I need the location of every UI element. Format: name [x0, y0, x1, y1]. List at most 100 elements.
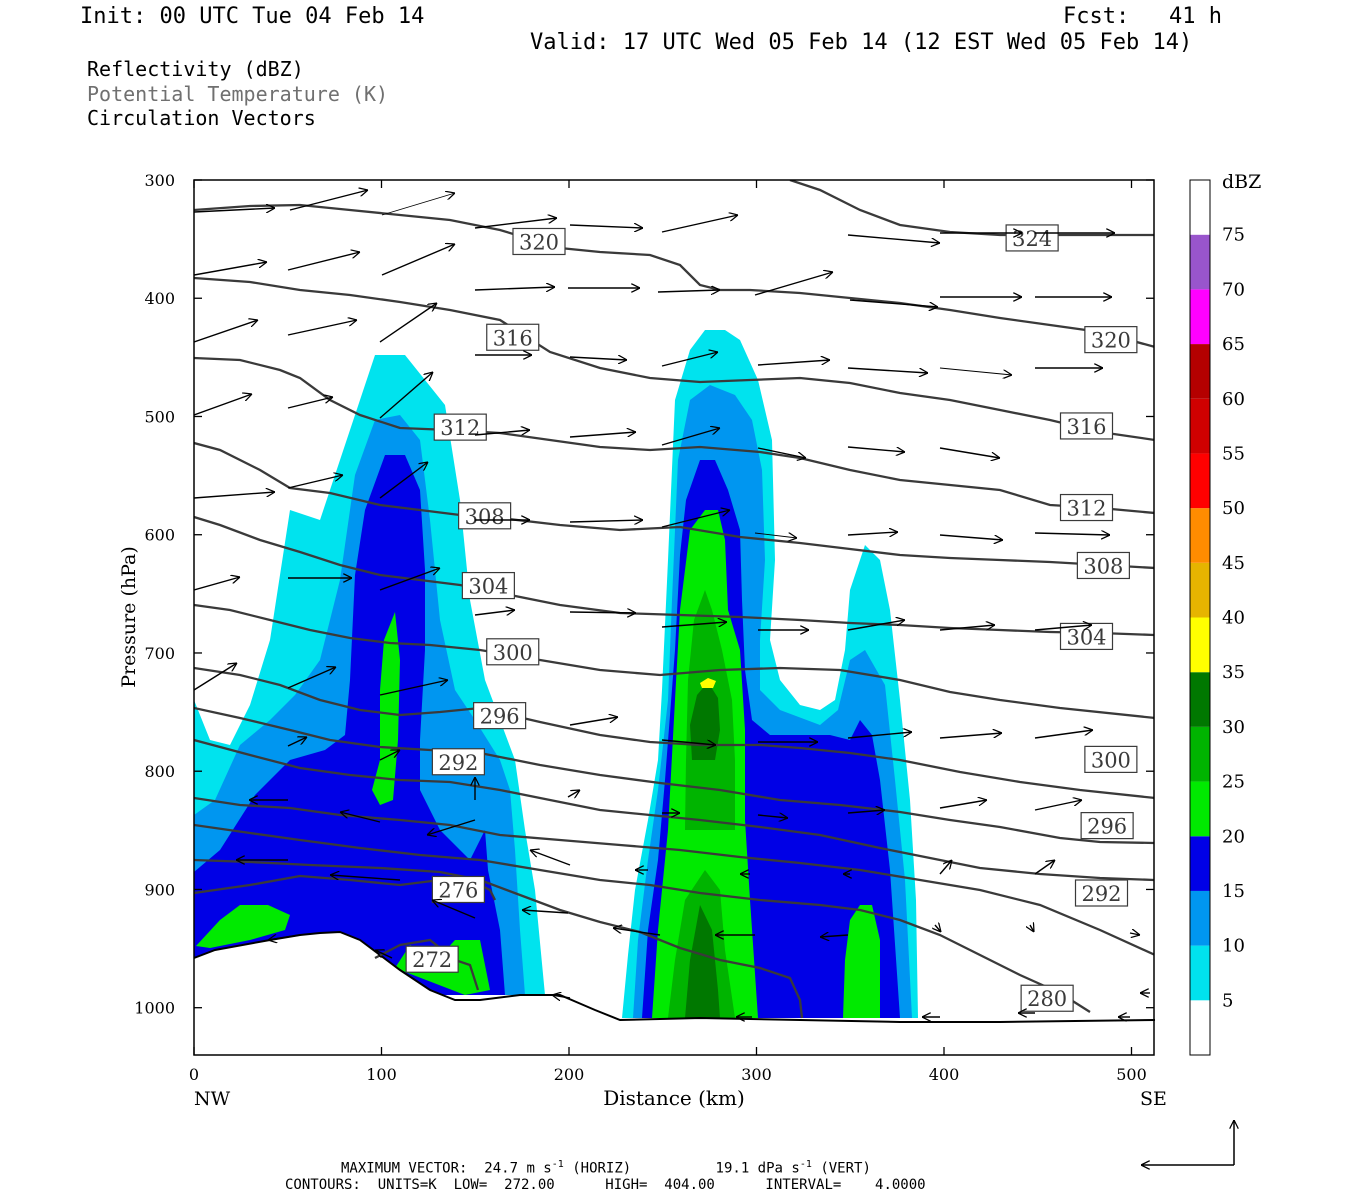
vector [287, 320, 357, 336]
max-vector-vert: 19.1 dPa s [715, 1160, 800, 1177]
theta-292-line [194, 706, 1154, 845]
theta-label-box [1005, 224, 1059, 252]
vector [194, 577, 240, 591]
theta-label-text: 300 [493, 641, 533, 665]
theta-label-text: 312 [440, 416, 480, 440]
vector [613, 928, 661, 936]
vector [522, 910, 569, 913]
theta-label: 272 [405, 945, 459, 973]
echo-west-20dbz-low [196, 905, 290, 948]
theta-label-box [512, 227, 566, 256]
theta-label-box [458, 502, 512, 530]
vector [194, 663, 237, 691]
colorbar-level-label: 25 [1222, 772, 1245, 793]
theta-label: 304 [461, 571, 515, 600]
theta-labels: 320 324 316 320 312 316 308 312 304 308 300 304 296 3… [405, 224, 1138, 1012]
vector [287, 475, 343, 489]
field-reflectivity: Reflectivity (dBZ) [87, 57, 304, 81]
vector [381, 193, 455, 216]
vector [661, 215, 738, 233]
vector [194, 394, 252, 416]
vector [268, 935, 301, 940]
reflectivity-fill [194, 330, 918, 1018]
vector [935, 925, 941, 932]
theta-label-text: 308 [1083, 554, 1123, 578]
theta-label-text: 308 [465, 505, 505, 529]
colorbar-swatch [1190, 726, 1210, 782]
vector [1034, 860, 1055, 875]
theta-label: 312 [1059, 493, 1114, 522]
theta-label-box [431, 748, 485, 776]
max-vector-text: MAXIMUM VECTOR: 24.7 m s-1 (HORIZ) 19.1 … [341, 1159, 871, 1177]
vector [432, 900, 476, 919]
colorbar-swatch [1190, 617, 1210, 673]
theta-label-box [1059, 493, 1114, 522]
valid-time: Valid: 17 UTC Wed 05 Feb 14 (12 EST Wed … [530, 30, 1193, 55]
vector [1129, 933, 1140, 935]
vector [754, 533, 797, 538]
vector [287, 667, 336, 689]
colorbar-level-label: 15 [1222, 881, 1245, 902]
theta-label-text: 320 [1091, 329, 1131, 353]
max-vector-vert-unit: (VERT) [820, 1160, 871, 1177]
theta-284-line [194, 796, 1154, 956]
theta-label-box [405, 945, 459, 973]
vector [194, 320, 258, 343]
x-axis-label: Distance (km) [603, 1086, 745, 1110]
theta-label: 292 [431, 748, 485, 776]
echo-central-35dbz [700, 678, 716, 688]
vector [939, 800, 987, 809]
max-vector-horiz: 24.7 m s [484, 1160, 552, 1177]
vector [657, 290, 720, 292]
vector [1034, 800, 1082, 811]
vector [379, 680, 448, 696]
vector [939, 733, 1002, 739]
theta-label: 300 [486, 638, 540, 666]
theta-label-box [486, 638, 540, 666]
vector [661, 352, 718, 367]
y-tick-label: 500 [144, 407, 175, 426]
vector [530, 850, 571, 866]
colorbar-title: dBZ [1222, 171, 1261, 193]
colorbar-level-label: 70 [1222, 279, 1245, 300]
y-tick-label: 700 [144, 644, 175, 663]
echo-west [194, 355, 545, 995]
y-tick-label: 600 [144, 526, 175, 545]
theta-288-line [194, 738, 1154, 882]
echo-central-30dbz-lower [685, 905, 720, 1018]
theta-label-text: 316 [493, 326, 533, 350]
terrain-mask [193, 930, 1156, 1055]
vector [847, 446, 905, 452]
vector [939, 625, 995, 631]
colorbar-swatch [1190, 180, 1210, 235]
theta-label: 308 [1076, 551, 1130, 580]
axis-ticks: 0 100 200 300 400 500 300 400 500 600 700 800 900 100… [134, 171, 1154, 1084]
y-tick-label: 900 [144, 880, 175, 899]
colorbar-level-label: 40 [1222, 608, 1245, 629]
vector [289, 190, 368, 211]
vector [847, 367, 928, 373]
max-vector-label: MAXIMUM VECTOR: [341, 1160, 468, 1177]
theta-label: 324 [1005, 224, 1059, 252]
theta-label-text: 296 [480, 705, 520, 729]
colorbar-frame [1189, 179, 1211, 1056]
colorbar-level-label: 55 [1222, 443, 1245, 464]
vector [569, 717, 618, 726]
theta-296-line [194, 666, 1154, 800]
theta-label-box [1084, 326, 1138, 354]
theta-label: 320 [1084, 326, 1138, 354]
vector [754, 272, 833, 296]
vector [194, 208, 275, 212]
vector [661, 428, 720, 446]
x-axis-right-end-label: SE [1140, 1088, 1167, 1110]
x-tick-label: 500 [1116, 1065, 1147, 1084]
theta-300-line [194, 603, 1154, 720]
y-tick-label: 300 [144, 171, 175, 190]
theta-label-text: 292 [438, 751, 478, 775]
vector [757, 447, 806, 458]
vector [847, 620, 905, 631]
vector [552, 995, 571, 998]
theta-label-box [1059, 412, 1114, 440]
theta-label: 308 [458, 502, 512, 530]
